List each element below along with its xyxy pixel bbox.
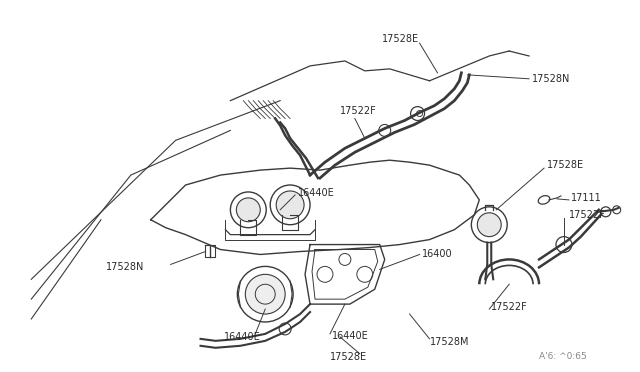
Text: 17522F: 17522F xyxy=(340,106,377,116)
Text: 17528N: 17528N xyxy=(106,262,144,272)
Text: 16440E: 16440E xyxy=(332,331,369,341)
Circle shape xyxy=(477,213,501,237)
Text: 17522F: 17522F xyxy=(492,302,528,312)
Text: 17528E: 17528E xyxy=(381,34,419,44)
Text: A'6: ^0:65: A'6: ^0:65 xyxy=(539,352,587,361)
Circle shape xyxy=(471,207,507,243)
Text: 16400: 16400 xyxy=(422,250,452,260)
Text: 17528E: 17528E xyxy=(330,352,367,362)
Text: 17528M: 17528M xyxy=(429,337,469,347)
Text: 17111: 17111 xyxy=(571,193,602,203)
Circle shape xyxy=(230,192,266,228)
Circle shape xyxy=(237,266,293,322)
Circle shape xyxy=(270,185,310,225)
Text: 17528E: 17528E xyxy=(547,160,584,170)
Text: 17522F: 17522F xyxy=(569,210,605,220)
Text: 16440E: 16440E xyxy=(298,188,335,198)
Circle shape xyxy=(276,191,304,219)
Circle shape xyxy=(245,274,285,314)
Circle shape xyxy=(236,198,260,222)
Text: 17528N: 17528N xyxy=(532,74,570,84)
Text: 16440E: 16440E xyxy=(225,332,261,342)
